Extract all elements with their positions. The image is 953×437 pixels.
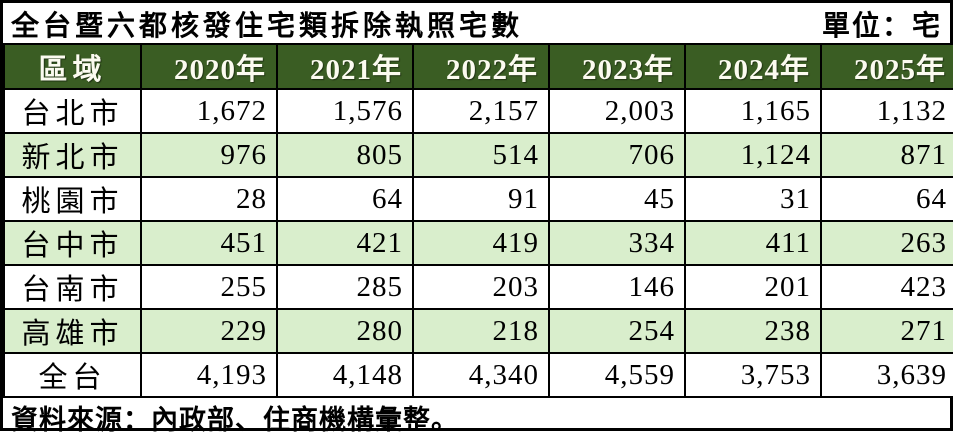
value-cell: 28 [140,176,278,222]
value-cell: 229 [140,308,278,354]
value-cell: 64 [276,176,414,222]
header-cell-region: 區域 [3,43,142,90]
value-cell: 1,124 [684,132,822,178]
region-cell: 高雄市 [3,308,142,354]
value-cell: 31 [684,176,822,222]
region-cell: 新北市 [3,132,142,178]
value-cell: 1,132 [820,88,953,134]
demolition-permits-table: 區域 2020年 2021年 2022年 2023年 2024年 2025年 台… [3,43,953,398]
header-cell-2020: 2020年 [140,43,278,90]
region-cell: 全台 [3,352,142,398]
region-cell: 台北市 [3,88,142,134]
title-bar: 全台暨六都核發住宅類拆除執照宅數 單位：宅 [3,3,950,43]
value-cell: 451 [140,220,278,266]
value-cell: 285 [276,264,414,310]
region-cell: 台南市 [3,264,142,310]
value-cell: 203 [412,264,550,310]
source-note: 資料來源：內政部、住商機構彙整。 [11,405,459,435]
table-row-taichung: 台中市 451 421 419 334 411 263 [3,220,953,266]
value-cell: 419 [412,220,550,266]
value-cell: 4,340 [412,352,550,398]
value-cell: 255 [140,264,278,310]
value-cell: 805 [276,132,414,178]
value-cell: 1,576 [276,88,414,134]
header-cell-2024: 2024年 [684,43,822,90]
region-cell: 桃園市 [3,176,142,222]
value-cell: 1,165 [684,88,822,134]
value-cell: 871 [820,132,953,178]
unit-label: 單位：宅 [821,11,942,42]
table-row-total: 全台 4,193 4,148 4,340 4,559 3,753 3,639 [3,352,953,398]
table-row-taipei: 台北市 1,672 1,576 2,157 2,003 1,165 1,132 [3,88,953,134]
value-cell: 263 [820,220,953,266]
value-cell: 91 [412,176,550,222]
header-cell-2022: 2022年 [412,43,550,90]
region-cell: 台中市 [3,220,142,266]
source-note-bar: 資料來源：內政部、住商機構彙整。 [3,398,950,437]
page-title: 全台暨六都核發住宅類拆除執照宅數 [11,11,524,42]
value-cell: 238 [684,308,822,354]
value-cell: 706 [548,132,686,178]
value-cell: 4,559 [548,352,686,398]
value-cell: 3,639 [820,352,953,398]
value-cell: 45 [548,176,686,222]
value-cell: 280 [276,308,414,354]
value-cell: 254 [548,308,686,354]
value-cell: 218 [412,308,550,354]
value-cell: 64 [820,176,953,222]
value-cell: 271 [820,308,953,354]
table-row-taoyuan: 桃園市 28 64 91 45 31 64 [3,176,953,222]
table-row-kaohsiung: 高雄市 229 280 218 254 238 271 [3,308,953,354]
value-cell: 2,157 [412,88,550,134]
header-row: 區域 2020年 2021年 2022年 2023年 2024年 2025年 [3,43,953,90]
value-cell: 411 [684,220,822,266]
header-cell-2025: 2025年 [820,43,953,90]
value-cell: 201 [684,264,822,310]
value-cell: 421 [276,220,414,266]
value-cell: 423 [820,264,953,310]
value-cell: 4,193 [140,352,278,398]
value-cell: 334 [548,220,686,266]
value-cell: 2,003 [548,88,686,134]
value-cell: 4,148 [276,352,414,398]
value-cell: 1,672 [140,88,278,134]
header-cell-2023: 2023年 [548,43,686,90]
table-row-tainan: 台南市 255 285 203 146 201 423 [3,264,953,310]
value-cell: 3,753 [684,352,822,398]
header-cell-2021: 2021年 [276,43,414,90]
value-cell: 514 [412,132,550,178]
table-row-newtaipei: 新北市 976 805 514 706 1,124 871 [3,132,953,178]
value-cell: 146 [548,264,686,310]
value-cell: 976 [140,132,278,178]
